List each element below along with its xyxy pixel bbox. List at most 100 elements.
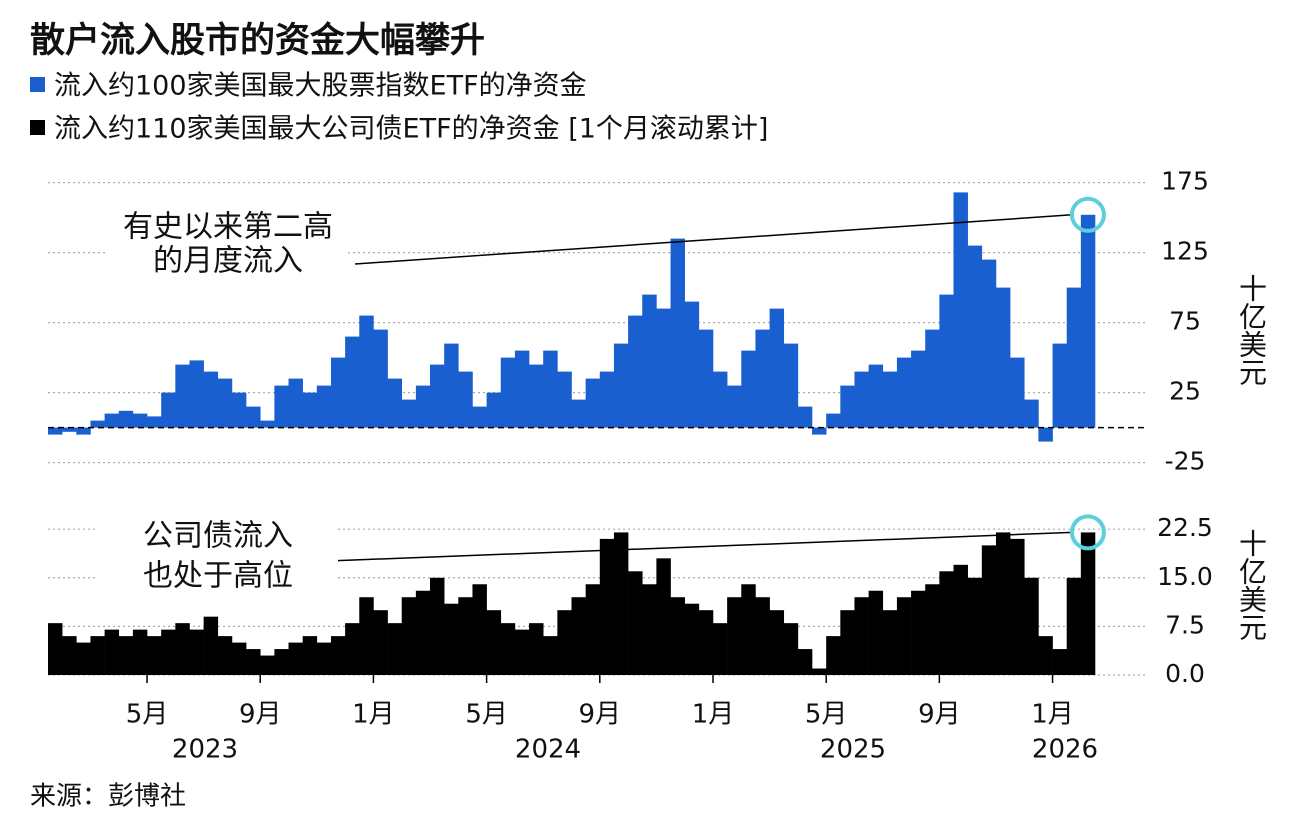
bar (826, 636, 841, 675)
bar (854, 371, 869, 428)
bar (783, 623, 799, 675)
bar (543, 636, 558, 675)
bar (246, 406, 261, 428)
bar (868, 590, 884, 675)
bar (514, 350, 530, 428)
bar (330, 357, 346, 428)
x-tick-label: 5月 (126, 700, 169, 730)
x-tick-label: 1月 (692, 700, 735, 730)
bar (911, 350, 926, 428)
bar (302, 392, 318, 428)
x-tick-label: 5月 (465, 700, 508, 730)
bar (203, 616, 219, 675)
bar (231, 392, 247, 428)
bar (430, 577, 445, 675)
bar (203, 371, 219, 428)
bar (543, 350, 558, 428)
bar (345, 336, 360, 428)
bar (401, 597, 417, 675)
annotation-bg (98, 517, 338, 557)
bar (274, 649, 289, 675)
x-year-label: 2026 (1032, 735, 1098, 765)
bar (925, 584, 940, 675)
bar (104, 629, 120, 675)
highlight-circle (1069, 196, 1106, 233)
y-tick-label: 0.0 (1165, 659, 1205, 688)
bar (741, 584, 756, 675)
bar (755, 329, 770, 428)
bar (373, 329, 388, 428)
bar (161, 392, 176, 428)
bar (1024, 577, 1039, 675)
bar (147, 636, 162, 675)
annotation-bg (98, 557, 338, 597)
bar (1066, 287, 1082, 428)
bar (104, 413, 120, 428)
bar (628, 315, 643, 428)
bar (316, 642, 332, 675)
bar (995, 287, 1011, 428)
bar (458, 371, 473, 428)
bar (628, 571, 643, 675)
bar (812, 427, 827, 435)
source: 来源：彭博社 (30, 782, 186, 812)
bar (840, 385, 855, 428)
x-year-label: 2025 (820, 735, 886, 765)
bar (712, 623, 728, 675)
bar (260, 655, 275, 675)
bar (599, 371, 615, 428)
bar (62, 636, 77, 675)
chart-title: 散户流入股市的资金大幅攀升 (30, 20, 485, 61)
bar (783, 343, 799, 428)
bar (797, 649, 813, 675)
bar (656, 308, 671, 428)
bar (132, 629, 148, 675)
y-tick-label: 125 (1161, 237, 1209, 266)
bar (826, 413, 841, 428)
bar (260, 420, 275, 428)
bar (769, 308, 785, 428)
bar (995, 532, 1011, 675)
annotation: 公司债流入 (143, 519, 293, 554)
bar (359, 597, 374, 675)
bar (868, 364, 884, 428)
y-tick-label: 22.5 (1157, 513, 1213, 542)
bar (698, 610, 714, 675)
legend-swatch (30, 120, 45, 135)
bar (698, 329, 714, 428)
bar (939, 571, 954, 675)
bar (76, 642, 91, 675)
bar (656, 558, 671, 675)
bar (911, 590, 926, 675)
bar (147, 416, 162, 428)
bar (500, 623, 516, 675)
bar (1038, 636, 1053, 675)
highlight-circle (1069, 514, 1106, 551)
bar (684, 301, 700, 428)
x-tick-label: 5月 (805, 700, 848, 730)
bar (175, 623, 190, 675)
bar (585, 378, 601, 428)
annotation-bg (108, 242, 348, 282)
bar (939, 294, 954, 428)
x-tick-label: 1月 (1031, 700, 1074, 730)
annotation: 有史以来第二高 (123, 210, 333, 245)
bar (330, 636, 346, 675)
y-tick-label: 7.5 (1165, 610, 1205, 639)
bar (840, 610, 855, 675)
legend-label: 流入约110家美国最大公司债ETF的净资金 [1个月滚动累计] (54, 114, 768, 145)
bar (288, 642, 303, 675)
bar (1038, 427, 1053, 442)
bar (288, 378, 303, 428)
bar (472, 584, 487, 675)
bar (118, 636, 134, 675)
x-tick-label: 1月 (352, 700, 395, 730)
annotation-line (327, 531, 1072, 562)
bar (557, 610, 572, 675)
bar (642, 584, 657, 675)
bar (500, 357, 516, 428)
bar (48, 427, 63, 435)
bar (302, 636, 318, 675)
bar (755, 597, 770, 675)
